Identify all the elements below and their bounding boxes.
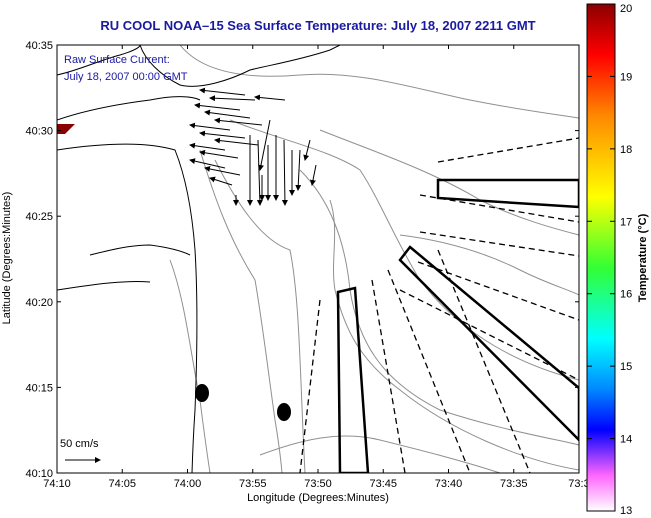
x-axis-label: Longitude (Degrees:Minutes) <box>247 492 389 504</box>
colorbar-tick-label: 16 <box>620 289 632 301</box>
current-label-line1: Raw Surface Current: <box>64 54 170 66</box>
x-axis-ticks: 74:10 74:05 74:00 73:55 73:50 73:45 73:40 73:35… <box>43 45 590 490</box>
y-axis-ticks: 40:35 40:30 40:25 40:20 40:15 40:10 <box>25 40 579 480</box>
dashed-lines <box>299 137 579 473</box>
buoy-marker <box>195 384 209 402</box>
y-tick-label: 40:15 <box>25 382 53 394</box>
x-tick-label: 73:45 <box>369 478 397 490</box>
y-tick-label: 40:10 <box>25 468 53 480</box>
chart-title: RU COOL NOAA–15 Sea Surface Temperature:… <box>100 18 535 33</box>
scale-label: 50 cm/s <box>60 438 99 450</box>
colorbar-tick-label: 14 <box>620 434 632 446</box>
colorbar-ticks: 20 19 18 17 16 15 14 13 <box>587 3 632 517</box>
colorbar-tick-label: 15 <box>620 361 632 373</box>
x-tick-label: 73:40 <box>435 478 463 490</box>
colorbar-tick-label: 19 <box>620 71 632 83</box>
x-tick-label: 74:05 <box>108 478 136 490</box>
colorbar-tick-label: 18 <box>620 144 632 156</box>
x-tick-label: 74:10 <box>43 478 71 490</box>
sst-patch <box>57 124 75 134</box>
current-vectors <box>189 87 317 206</box>
y-tick-label: 40:30 <box>25 126 53 138</box>
y-tick-label: 40:20 <box>25 297 53 309</box>
map-plot <box>57 45 579 473</box>
colorbar-tick-label: 13 <box>620 505 632 517</box>
x-tick-label: 73:35 <box>500 478 528 490</box>
y-tick-label: 40:25 <box>25 211 53 223</box>
buoy-marker <box>277 403 291 421</box>
colorbar-tick-label: 20 <box>620 3 632 15</box>
y-axis-label: Latitude (Degrees:Minutes) <box>1 192 13 325</box>
colorbar-tick-label: 17 <box>620 216 632 228</box>
x-tick-label: 73:55 <box>239 478 267 490</box>
coastline <box>57 45 341 473</box>
current-label-line2: July 18, 2007 00:00 GMT <box>64 71 188 83</box>
x-tick-label: 74:00 <box>174 478 202 490</box>
x-tick-label: 73:3 <box>568 478 589 490</box>
x-tick-label: 73:50 <box>304 478 332 490</box>
corridors <box>336 178 579 473</box>
y-tick-label: 40:35 <box>25 40 53 52</box>
colorbar <box>586 3 616 512</box>
colorbar-label: Temperature (°C) <box>637 213 649 302</box>
